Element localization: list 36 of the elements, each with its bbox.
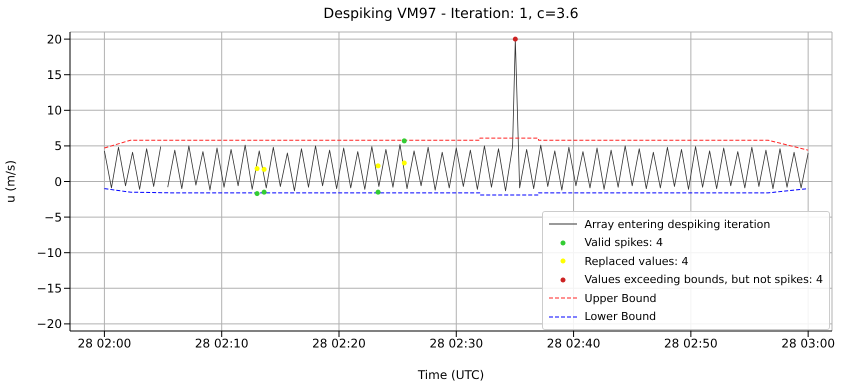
- point: [262, 190, 267, 195]
- y-axis-title: u (m/s): [3, 160, 18, 203]
- line-series: [104, 188, 809, 196]
- line-series: [104, 138, 809, 151]
- point: [254, 166, 260, 172]
- y-tick-label: 20: [46, 32, 62, 46]
- legend-label: Array entering despiking iteration: [584, 218, 770, 231]
- y-tick-label: −15: [36, 282, 62, 296]
- y-tick-label: 15: [46, 68, 62, 82]
- x-tick-label: 28 02:40: [546, 336, 600, 351]
- y-tick-label: 10: [46, 104, 62, 118]
- y-tick-label: −5: [44, 210, 62, 224]
- x-axis-title: Time (UTC): [416, 368, 484, 382]
- point: [262, 166, 267, 172]
- point: [402, 160, 407, 166]
- y-tick-label: −20: [36, 317, 62, 332]
- point: [376, 163, 381, 168]
- legend-label: Lower Bound: [584, 310, 656, 324]
- point: [402, 138, 407, 144]
- x-tick-label: 28 02:50: [664, 336, 718, 351]
- x-tick-label: 28 02:20: [312, 336, 366, 351]
- point: [376, 190, 381, 195]
- y-tick-label: 0: [54, 174, 62, 189]
- point: [254, 191, 260, 196]
- x-tick-label: 28 02:30: [429, 336, 484, 351]
- x-tick-label: 28 03:00: [781, 336, 835, 351]
- y-tick-label: −10: [36, 246, 62, 260]
- x-tick-label: 28 02:10: [194, 336, 249, 351]
- legend-label: Valid spikes: 4: [584, 236, 663, 250]
- legend-label: Replaced values: 4: [584, 254, 688, 268]
- y-tick-label: 5: [54, 139, 62, 154]
- x-tick-label: 28 02:00: [78, 336, 132, 351]
- chart-title: Despiking VM97 - Iteration: 1, c=3.6: [322, 6, 580, 22]
- point: [512, 36, 518, 42]
- legend-label: Upper Bound: [584, 292, 657, 305]
- legend-label: Values exceeding bounds, but not spikes: 4: [584, 273, 823, 286]
